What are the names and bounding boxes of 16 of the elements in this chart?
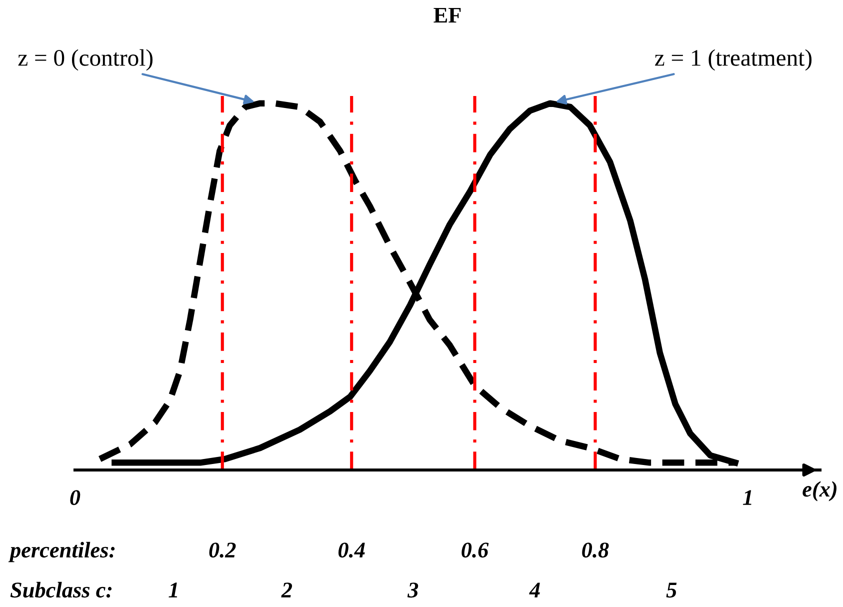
- text: 0.6: [462, 542, 489, 558]
- chart-title: EF: [434, 8, 461, 22]
- text: 0.8: [582, 542, 609, 558]
- text: 4: [529, 582, 540, 598]
- text: 2: [281, 582, 292, 598]
- text: 1: [168, 582, 178, 598]
- text: 3: [407, 582, 418, 598]
- text: z = 0 (control): [18, 49, 153, 71]
- text: Subclass c:: [10, 582, 112, 598]
- text: 0.2: [209, 542, 236, 558]
- x-axis-title: e(x): [802, 481, 836, 502]
- text: z = 1 (treatment): [654, 49, 812, 71]
- text: percentiles:: [8, 542, 115, 562]
- text: 0.4: [338, 542, 365, 558]
- text: 5: [666, 582, 677, 598]
- x-tick-label: 0: [70, 490, 80, 506]
